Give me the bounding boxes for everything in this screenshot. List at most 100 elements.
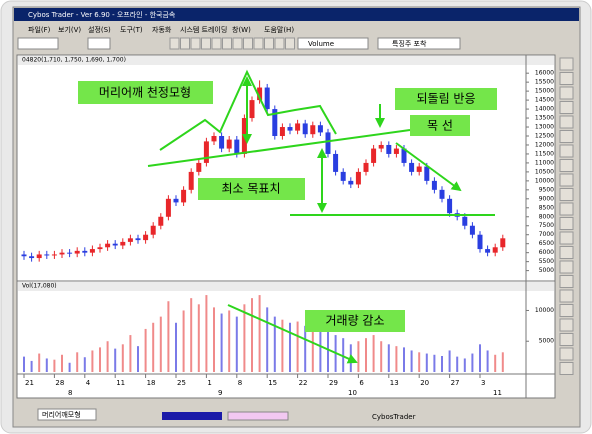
- y-tick-label: 12500: [535, 133, 554, 140]
- candle-body: [409, 162, 415, 172]
- candle-body: [355, 171, 361, 185]
- candle-body: [257, 87, 263, 101]
- tool-button[interactable]: [559, 347, 574, 361]
- tool-button[interactable]: [559, 72, 574, 85]
- code-input[interactable]: [17, 37, 59, 50]
- volume-header-bg: [18, 282, 554, 291]
- tool-button[interactable]: [559, 318, 574, 332]
- toolbar-button[interactable]: [222, 37, 232, 50]
- tool-button[interactable]: [559, 159, 574, 172]
- candle-body: [401, 148, 407, 163]
- candle-body: [59, 252, 65, 255]
- tool-button[interactable]: [559, 86, 574, 100]
- menu-item[interactable]: 도구(T): [120, 26, 143, 34]
- menu-item[interactable]: 시스템 트레이딩: [180, 25, 227, 34]
- toolbar-button[interactable]: [211, 37, 222, 50]
- volume-bar: [83, 357, 86, 372]
- volume-bar: [418, 352, 421, 372]
- volume-bar: [319, 328, 322, 372]
- candle-body: [112, 243, 118, 246]
- annotation-box: [198, 178, 305, 200]
- volume-bar: [311, 324, 314, 372]
- tool-button[interactable]: [559, 333, 574, 346]
- candle-body: [21, 254, 27, 257]
- candle-body: [234, 139, 240, 154]
- candle-body: [302, 123, 308, 135]
- toolbar-button[interactable]: [180, 37, 190, 50]
- candle-body: [120, 241, 126, 246]
- volume-bar: [61, 354, 63, 372]
- month-label: 9: [218, 389, 222, 397]
- tool-button[interactable]: [559, 246, 574, 259]
- tab-label: 머리어깨모형: [42, 410, 81, 419]
- toolbar-button[interactable]: [190, 37, 201, 50]
- candle-body: [424, 166, 430, 181]
- tool-button[interactable]: [559, 115, 574, 129]
- tab[interactable]: [37, 408, 97, 421]
- volume-bar: [501, 352, 504, 372]
- volume-bar: [23, 356, 25, 372]
- tool-button[interactable]: [559, 130, 574, 143]
- candle-body: [272, 109, 278, 136]
- tool-button[interactable]: [559, 144, 574, 158]
- volume-bar: [448, 350, 451, 372]
- volume-bar: [289, 322, 291, 372]
- toolbar-button[interactable]: [232, 37, 243, 50]
- month-label: 8: [68, 389, 72, 397]
- tool-button[interactable]: [559, 101, 574, 114]
- y-tick-label: 7500: [539, 222, 554, 229]
- volume-bar: [159, 316, 162, 372]
- indicator-select[interactable]: [297, 37, 369, 50]
- candle-body: [492, 247, 498, 253]
- menu-item[interactable]: 도움말(H): [264, 26, 294, 34]
- right-toolbar: [169, 37, 574, 375]
- month-label: 11: [493, 389, 502, 397]
- toolbar-button[interactable]: [169, 37, 180, 50]
- menu-item[interactable]: 파일(F): [28, 25, 51, 34]
- tool-button[interactable]: [559, 57, 574, 71]
- toolbar-button[interactable]: [264, 37, 274, 50]
- toolbar-button[interactable]: [243, 37, 253, 50]
- candle-body: [44, 254, 50, 256]
- feature-select[interactable]: [377, 37, 461, 50]
- toolbar-button[interactable]: [274, 37, 285, 50]
- tool-button[interactable]: [559, 231, 574, 245]
- candle-body: [325, 132, 331, 154]
- menu-item[interactable]: 자동화: [152, 25, 172, 34]
- candle-body: [173, 198, 179, 203]
- toolbar-button[interactable]: [253, 37, 264, 50]
- tab-label: CybosTrader: [372, 413, 416, 421]
- month-label: 10: [348, 389, 357, 397]
- candle-body: [249, 100, 255, 119]
- tool-button[interactable]: [559, 275, 574, 288]
- y-tick-label: 6000: [539, 249, 554, 256]
- tool-button[interactable]: [559, 202, 574, 216]
- tool-button[interactable]: [559, 260, 574, 274]
- candle-body: [97, 247, 103, 250]
- x-tick-label: 18: [147, 379, 156, 387]
- candle-body: [158, 216, 164, 226]
- tool-button[interactable]: [559, 188, 574, 201]
- tool-button[interactable]: [559, 304, 574, 317]
- candle-body: [127, 238, 133, 242]
- volume-bar: [380, 341, 383, 372]
- menu-item[interactable]: 보기(V): [58, 25, 81, 34]
- input[interactable]: [87, 37, 111, 50]
- volume-bar: [471, 353, 474, 372]
- status-swatch: [162, 412, 222, 420]
- toolbar-button[interactable]: [285, 37, 295, 50]
- tool-button[interactable]: [559, 173, 574, 187]
- y-tick-label: 11500: [535, 150, 554, 157]
- menu-item[interactable]: 창(W): [232, 26, 251, 34]
- tool-button[interactable]: [559, 217, 574, 230]
- candle-body: [264, 87, 270, 110]
- y-tick-label: 13500: [535, 115, 554, 122]
- tool-button[interactable]: [559, 362, 574, 375]
- candle-body: [165, 198, 171, 217]
- tool-button[interactable]: [559, 289, 574, 303]
- toolbar-button[interactable]: [201, 37, 211, 50]
- status-bar: [17, 400, 555, 422]
- candle-body: [219, 136, 225, 149]
- menu-item[interactable]: 설정(S): [88, 25, 111, 34]
